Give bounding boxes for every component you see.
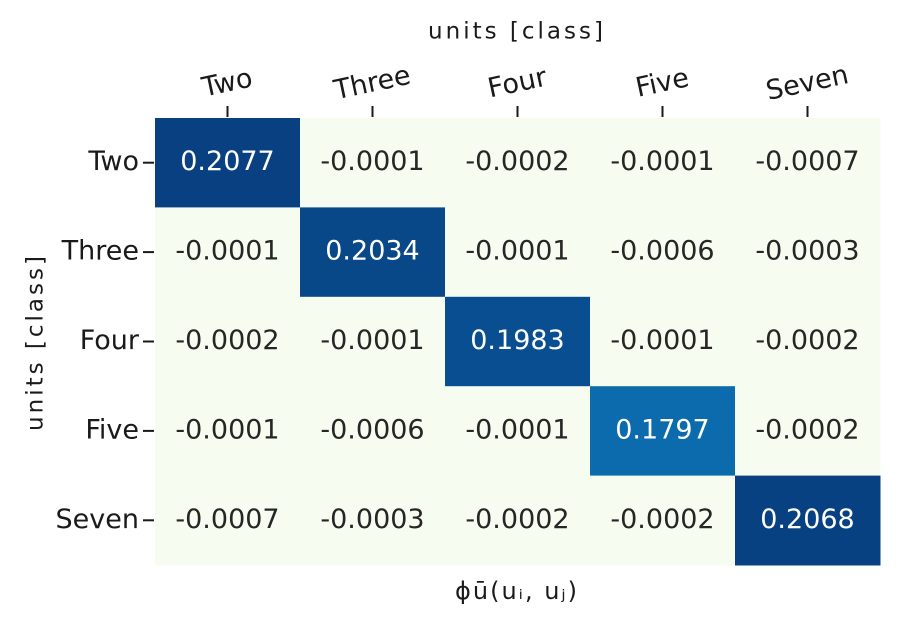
- heatmap-cell: [590, 207, 736, 298]
- cell-label: -0.0006: [320, 414, 424, 445]
- heatmap-cell: [155, 118, 301, 208]
- heatmap-cell: [300, 207, 446, 298]
- cell-label: -0.0002: [610, 504, 714, 535]
- cell-label: -0.0001: [610, 146, 714, 177]
- cell-label: -0.0007: [755, 146, 859, 177]
- cell-label: -0.0003: [755, 236, 859, 267]
- x-tick-label: Five: [633, 62, 692, 103]
- cell-label: 0.1797: [615, 414, 709, 445]
- heatmap-cell: [735, 207, 881, 298]
- heatmap-cell: [155, 386, 301, 477]
- cell-label: -0.0001: [465, 236, 569, 267]
- heatmap-cell: [445, 386, 591, 477]
- cell-label: -0.0001: [465, 414, 569, 445]
- heatmap-cell: [155, 207, 301, 298]
- heatmap-cell: [445, 296, 591, 387]
- y-tick-label: Seven: [56, 504, 139, 535]
- cell-label: -0.0001: [175, 236, 279, 267]
- cell-label: -0.0002: [465, 146, 569, 177]
- y-tick-label: Two: [87, 146, 139, 177]
- cell-label: 0.1983: [470, 325, 564, 356]
- heatmap-cell: [155, 475, 301, 566]
- heatmap-cell: [735, 296, 881, 387]
- heatmap-cell: [300, 475, 446, 566]
- heatmap-cell: [445, 207, 591, 298]
- x-tick-label: Seven: [763, 59, 851, 107]
- heatmap-cell: [735, 475, 881, 566]
- cell-label: -0.0002: [755, 325, 859, 356]
- heatmap-cell: [735, 118, 881, 208]
- cell-label: -0.0002: [175, 325, 279, 356]
- y-axis-title: units [class]: [23, 253, 49, 431]
- heatmap-cell: [590, 475, 736, 566]
- cell-label: -0.0002: [755, 414, 859, 445]
- heatmap-cell: [155, 296, 301, 387]
- cell-label: -0.0002: [465, 504, 569, 535]
- cell-label: -0.0007: [175, 504, 279, 535]
- cell-label: -0.0001: [320, 146, 424, 177]
- heatmap-cell: [445, 118, 591, 208]
- colorbar-label: ϕū(uᵢ, uⱼ): [455, 577, 579, 605]
- heatmap-cell: [445, 475, 591, 566]
- cell-label: 0.2034: [325, 236, 419, 267]
- cell-label: -0.0001: [175, 414, 279, 445]
- cell-label: -0.0001: [320, 325, 424, 356]
- x-tick-label: Four: [485, 62, 550, 105]
- heatmap-cell: [735, 386, 881, 477]
- heatmap-cell: [590, 118, 736, 208]
- heatmap-cell: [300, 118, 446, 208]
- y-tick-label: Four: [80, 325, 140, 356]
- cell-label: -0.0001: [610, 325, 714, 356]
- cell-label: 0.2077: [180, 146, 274, 177]
- heatmap-cell: [590, 386, 736, 477]
- x-axis-title: units [class]: [428, 19, 606, 45]
- cell-label: 0.2068: [760, 504, 854, 535]
- y-tick-label: Three: [61, 236, 139, 267]
- x-tick-label: Two: [198, 63, 255, 104]
- x-tick-label: Three: [330, 60, 413, 107]
- heatmap-cell: [300, 296, 446, 387]
- cell-label: -0.0003: [320, 504, 424, 535]
- heatmap-cell: [590, 296, 736, 387]
- y-tick-label: Five: [85, 414, 139, 445]
- heatmap-cell: [300, 386, 446, 477]
- cell-label: -0.0006: [610, 236, 714, 267]
